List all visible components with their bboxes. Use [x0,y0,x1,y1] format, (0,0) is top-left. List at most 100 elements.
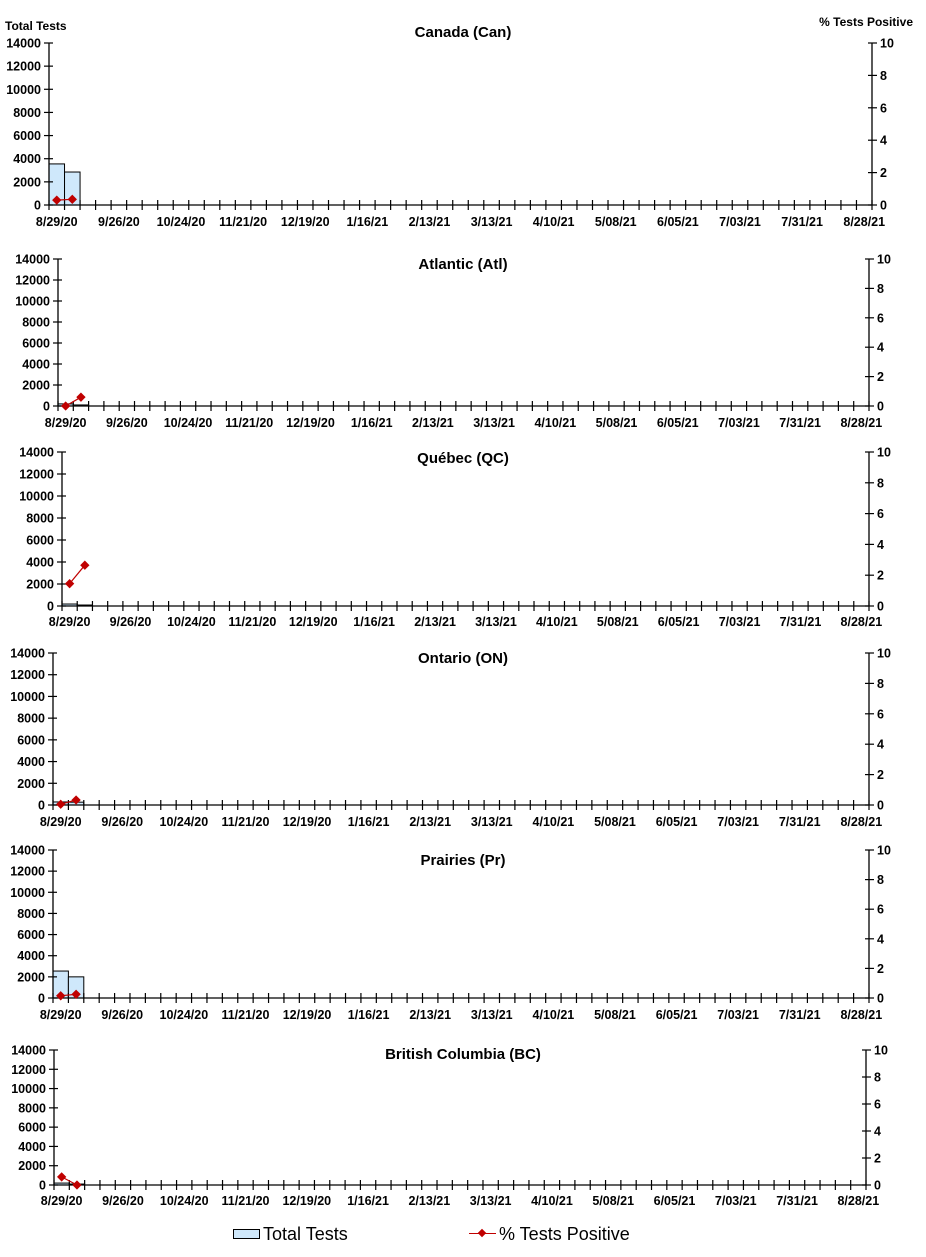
y-tick-label: 2000 [13,175,41,189]
x-tick-label: 12/19/20 [282,1194,331,1208]
y2-tick-label: 10 [877,647,891,661]
pct-positive-marker [64,579,75,589]
pct-positive-marker [71,795,81,805]
x-tick-label: 1/16/21 [346,215,388,229]
y-tick-label: 14000 [11,1044,46,1058]
pct-positive-marker [60,401,71,411]
bar-swatch-icon [233,1229,260,1239]
y-tick-label: 4000 [17,949,45,963]
y-tick-label: 6000 [18,1121,46,1135]
legend-total-tests: Total Tests [233,1222,348,1246]
x-tick-label: 12/19/20 [286,416,335,430]
y-tick-label: 10000 [11,1082,46,1096]
x-tick-label: 8/29/20 [45,416,87,430]
x-tick-label: 6/05/21 [657,416,699,430]
x-tick-label: 9/26/20 [110,615,152,629]
pct-positive-line [69,564,86,585]
y-tick-label: 4000 [17,755,45,769]
chart-panel: British Columbia (BC) 0 2000 4000 6000 8000 10… [11,1044,888,1209]
y-tick-label: 10000 [10,886,45,900]
y2-tick-label: 6 [877,903,884,917]
y-tick-label: 4000 [13,152,41,166]
y-tick-label: 6000 [17,733,45,747]
x-tick-label: 9/26/20 [98,215,140,229]
pct-positive-marker [56,1172,67,1182]
legend-label-pct-positive: % Tests Positive [499,1223,630,1244]
x-tick-label: 11/21/20 [219,215,267,229]
y-tick-label: 0 [43,400,50,414]
x-tick-label: 11/21/20 [228,615,276,629]
x-tick-label: 4/10/21 [534,416,576,430]
x-tick-label: 7/31/21 [781,215,823,229]
x-tick-label: 6/05/21 [656,815,698,829]
x-tick-label: 4/10/21 [533,1008,575,1022]
x-tick-label: 6/05/21 [656,1008,698,1022]
y-tick-label: 4000 [18,1140,46,1154]
y-tick-label: 0 [38,799,45,813]
x-tick-label: 2/13/21 [409,1008,451,1022]
pct-positive-marker [76,392,86,402]
y2-tick-label: 10 [880,37,894,51]
y2-tick-label: 0 [877,400,884,414]
x-tick-label: 10/24/20 [164,416,213,430]
y-tick-label: 8000 [17,712,45,726]
x-tick-label: 8/28/21 [837,1194,879,1208]
y-tick-label: 6000 [26,534,54,548]
y-tick-label: 12000 [15,274,50,288]
x-tick-label: 8/28/21 [840,416,882,430]
y-tick-label: 4000 [26,556,54,570]
x-tick-label: 7/03/21 [719,615,761,629]
x-tick-label: 7/03/21 [718,416,760,430]
y-tick-label: 8000 [26,512,54,526]
x-tick-label: 7/31/21 [779,416,821,430]
y2-tick-label: 10 [877,844,891,858]
x-tick-label: 12/19/20 [283,815,332,829]
x-tick-label: 8/29/20 [49,615,91,629]
x-tick-label: 6/05/21 [654,1194,696,1208]
y-tick-label: 14000 [19,446,54,460]
y2-tick-label: 6 [874,1098,881,1112]
pct-positive-marker [67,194,77,204]
pct-positive-marker [80,560,90,570]
x-tick-label: 2/13/21 [408,1194,450,1208]
chart-title: Ontario (ON) [418,650,508,667]
y2-tick-label: 2 [877,370,884,384]
x-tick-label: 8/29/20 [41,1194,83,1208]
chart-panel: Ontario (ON) 0 2000 4000 6000 8000 10000 12000 1… [10,647,891,830]
y-tick-label: 12000 [10,865,45,879]
x-tick-label: 10/24/20 [160,815,209,829]
right-axis-title: % Tests Positive [819,15,913,29]
y-tick-label: 14000 [6,37,41,51]
x-tick-label: 11/21/20 [222,1194,270,1208]
x-tick-label: 8/29/20 [40,1008,82,1022]
x-tick-label: 12/19/20 [283,1008,332,1022]
chart-title: Prairies (Pr) [420,852,505,869]
y2-tick-label: 0 [877,799,884,813]
y2-tick-label: 10 [877,446,891,460]
y2-tick-label: 10 [874,1044,888,1058]
x-tick-label: 9/26/20 [106,416,148,430]
x-tick-label: 8/28/21 [840,815,882,829]
x-tick-label: 2/13/21 [409,215,451,229]
y-tick-label: 8000 [13,106,41,120]
x-tick-label: 10/24/20 [167,615,216,629]
x-tick-label: 9/26/20 [101,815,143,829]
x-tick-label: 9/26/20 [102,1194,144,1208]
x-tick-label: 11/21/20 [221,815,269,829]
y-tick-label: 14000 [10,647,45,661]
x-tick-label: 12/19/20 [289,615,338,629]
y2-tick-label: 4 [877,538,884,552]
y-tick-label: 12000 [19,468,54,482]
x-tick-label: 10/24/20 [157,215,206,229]
x-tick-label: 7/03/21 [715,1194,757,1208]
x-tick-label: 3/13/21 [471,1008,513,1022]
chart-title: Atlantic (Atl) [418,256,507,273]
line-marker-swatch-icon [469,1228,496,1240]
y2-tick-label: 2 [877,962,884,976]
y2-tick-label: 4 [874,1125,881,1139]
y2-tick-label: 4 [877,341,884,355]
y2-tick-label: 2 [880,166,887,180]
y-tick-label: 2000 [17,777,45,791]
y-tick-label: 6000 [13,129,41,143]
